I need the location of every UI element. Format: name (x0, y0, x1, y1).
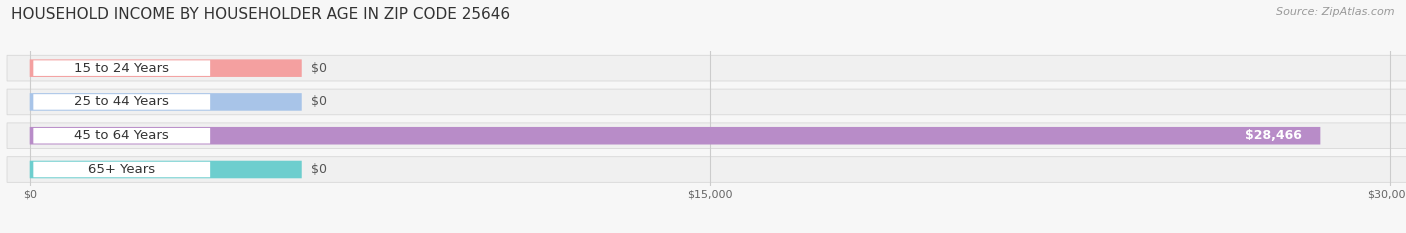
Text: Source: ZipAtlas.com: Source: ZipAtlas.com (1277, 7, 1395, 17)
FancyBboxPatch shape (34, 128, 209, 144)
FancyBboxPatch shape (30, 93, 302, 111)
FancyBboxPatch shape (7, 55, 1406, 81)
Text: $0: $0 (311, 62, 326, 75)
Text: HOUSEHOLD INCOME BY HOUSEHOLDER AGE IN ZIP CODE 25646: HOUSEHOLD INCOME BY HOUSEHOLDER AGE IN Z… (11, 7, 510, 22)
Text: 65+ Years: 65+ Years (89, 163, 155, 176)
FancyBboxPatch shape (34, 162, 209, 177)
FancyBboxPatch shape (30, 161, 302, 178)
FancyBboxPatch shape (34, 94, 209, 110)
Text: $0: $0 (311, 96, 326, 108)
Text: 25 to 44 Years: 25 to 44 Years (75, 96, 169, 108)
Text: $0: $0 (311, 163, 326, 176)
FancyBboxPatch shape (30, 127, 1320, 144)
FancyBboxPatch shape (34, 60, 209, 76)
FancyBboxPatch shape (7, 123, 1406, 149)
Text: 15 to 24 Years: 15 to 24 Years (75, 62, 169, 75)
Text: $28,466: $28,466 (1246, 129, 1302, 142)
Text: 45 to 64 Years: 45 to 64 Years (75, 129, 169, 142)
FancyBboxPatch shape (7, 157, 1406, 182)
FancyBboxPatch shape (7, 89, 1406, 115)
FancyBboxPatch shape (30, 59, 302, 77)
